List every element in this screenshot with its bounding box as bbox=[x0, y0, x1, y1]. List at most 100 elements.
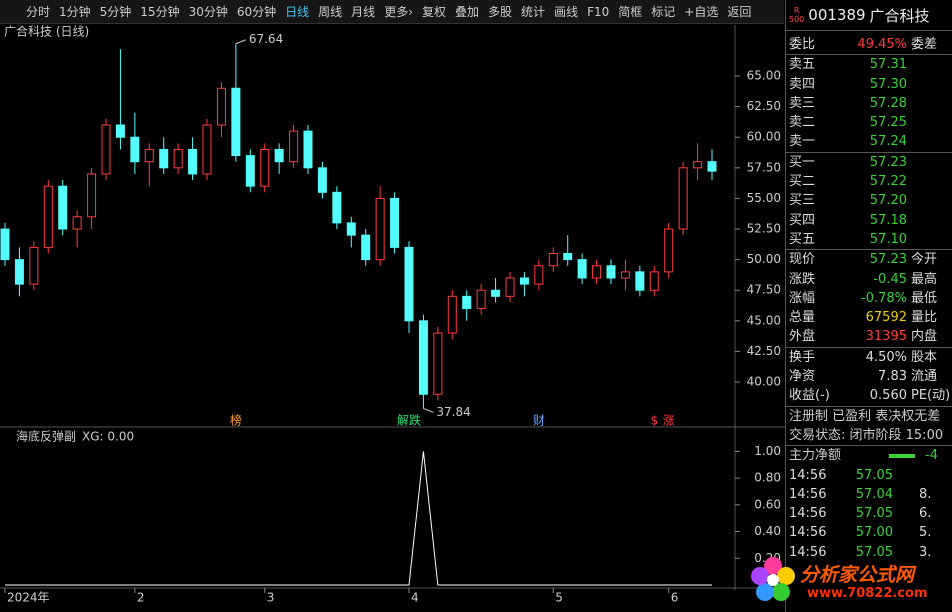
logo bbox=[751, 557, 795, 601]
stats-value: 67592 bbox=[865, 310, 907, 326]
tags-text: 注册制 已盈利 表决权无差 bbox=[789, 408, 941, 424]
candle-body bbox=[664, 228, 674, 273]
stats-label: 今开 bbox=[911, 252, 938, 268]
candle-body bbox=[476, 289, 486, 310]
candle-body bbox=[188, 148, 198, 175]
toolbar-item[interactable]: 60分钟 bbox=[236, 5, 277, 19]
book-row: 买二 57.22 bbox=[786, 172, 952, 191]
stock-name: 广合科技 bbox=[869, 6, 930, 25]
y-tick-label: 47.50 bbox=[747, 283, 781, 297]
flow-row: 主力净额 -4 bbox=[786, 445, 952, 465]
flow-value: -4 bbox=[925, 448, 938, 464]
candle-body bbox=[678, 167, 688, 230]
candle-body bbox=[144, 148, 154, 163]
candle-body bbox=[447, 295, 457, 334]
extreme-label: 37.84 bbox=[436, 405, 470, 419]
y-tick-label: 0.60 bbox=[754, 497, 781, 511]
y-tick-label: 45.00 bbox=[747, 313, 781, 327]
book-row: 卖四 57.30 bbox=[786, 75, 952, 94]
book-label: 卖一 bbox=[789, 134, 816, 150]
tick-price: 57.04 bbox=[855, 486, 893, 502]
candle-body bbox=[72, 216, 82, 230]
toolbar-item[interactable]: 30分钟 bbox=[188, 5, 228, 19]
toolbar-item[interactable]: 周线 bbox=[318, 5, 343, 19]
toolbar-item[interactable]: 统计 bbox=[521, 5, 546, 19]
tick-volume: 5. bbox=[919, 525, 932, 541]
stock-code: 001389 bbox=[808, 6, 866, 24]
watermark-url: www.70822.com bbox=[807, 586, 928, 601]
y-tick-label: 62.50 bbox=[747, 99, 781, 113]
toolbar-item[interactable]: 1分钟 bbox=[59, 5, 91, 19]
x-tick-label: 3 bbox=[267, 591, 275, 605]
tick-price: 57.00 bbox=[855, 525, 893, 541]
toolbar-item[interactable]: 返回 bbox=[727, 5, 752, 19]
toolbar-item[interactable]: 多股 bbox=[488, 5, 513, 19]
book-row: 买四 57.18 bbox=[786, 211, 952, 230]
candle-body bbox=[375, 197, 385, 261]
toolbar-item[interactable]: +自选 bbox=[684, 5, 719, 19]
toolbar-item[interactable]: 5分钟 bbox=[99, 5, 132, 19]
book-row: 卖一 57.24 bbox=[786, 132, 952, 151]
toolbar-item[interactable]: 叠加 bbox=[455, 5, 480, 19]
tick-row: 14:56 57.05 3. bbox=[786, 543, 952, 562]
candle-body bbox=[274, 148, 284, 163]
y-tick-label: 0.80 bbox=[754, 471, 781, 485]
candle-body bbox=[332, 191, 342, 224]
candle-body bbox=[707, 161, 717, 172]
book-price: 57.23 bbox=[869, 154, 907, 170]
book-price: 57.25 bbox=[869, 115, 907, 131]
toolbar-item[interactable]: 标记 bbox=[651, 5, 676, 19]
candle-body bbox=[534, 265, 544, 285]
indicator-title: 海底反弹副 bbox=[16, 429, 76, 444]
book-price: 57.18 bbox=[869, 212, 907, 228]
tick-time: 14:56 bbox=[789, 525, 827, 541]
candle-body bbox=[620, 271, 630, 279]
ticks: 14:56 57.05 14:56 57.04 8. 14:56 57.05 6. 14:56 5… bbox=[786, 466, 952, 562]
tick-row: 14:56 57.00 5. bbox=[786, 523, 952, 542]
candle-body bbox=[130, 136, 140, 163]
stats-row: 收益(-) 0.560 PE(动) bbox=[786, 386, 952, 405]
stats-value: 31395 bbox=[865, 329, 907, 345]
book-price: 57.20 bbox=[869, 193, 907, 209]
toolbar-item[interactable]: 日线 bbox=[285, 5, 310, 19]
stats-label: 流通 bbox=[911, 369, 938, 385]
toolbar-item[interactable]: 画线 bbox=[554, 5, 579, 19]
stats-label: 收益(-) bbox=[789, 388, 830, 404]
y-tick-label: 52.50 bbox=[747, 222, 781, 236]
y-tick-label: 0.40 bbox=[754, 524, 781, 538]
extreme-pointer bbox=[235, 39, 247, 45]
toolbar-item[interactable]: 月线 bbox=[351, 5, 376, 19]
book-row: 卖五 57.31 bbox=[786, 55, 952, 74]
candle-body bbox=[635, 271, 645, 291]
toolbar-item[interactable]: 分时 bbox=[26, 5, 51, 19]
candle-body bbox=[159, 148, 169, 169]
y-tick-label: 60.00 bbox=[747, 130, 781, 144]
book-row: 买三 57.20 bbox=[786, 191, 952, 210]
extreme-label: 67.64 bbox=[249, 32, 283, 46]
toolbar-item[interactable]: F10 bbox=[587, 4, 610, 19]
toolbar-item[interactable]: 复权 bbox=[422, 5, 447, 19]
tick-price: 57.05 bbox=[855, 506, 893, 522]
stats-value: 4.50% bbox=[865, 349, 907, 365]
y-tick-label: 40.00 bbox=[747, 375, 781, 389]
toolbar-item[interactable]: 简框 bbox=[618, 5, 643, 19]
y-tick-label: 65.00 bbox=[747, 69, 781, 83]
toolbar-item[interactable]: 15分钟 bbox=[140, 5, 180, 19]
event-marker: 财 bbox=[533, 414, 545, 428]
candle-body bbox=[260, 148, 270, 187]
stats-label: 外盘 bbox=[789, 329, 816, 345]
stats-row: 涨跌 -0.45 最高 bbox=[786, 270, 952, 289]
y-tick-label: 42.50 bbox=[747, 344, 781, 358]
stats-row: 总量 67592 量比 bbox=[786, 308, 952, 327]
tick-time: 14:56 bbox=[789, 506, 827, 522]
candle-body bbox=[289, 130, 299, 163]
tick-volume: 6. bbox=[919, 506, 932, 522]
candle-body bbox=[418, 320, 428, 395]
toolbar-item[interactable]: 更多› bbox=[384, 5, 413, 19]
event-marker: 解跌 bbox=[397, 413, 421, 428]
tags: 注册制 已盈利 表决权无差 bbox=[786, 405, 952, 426]
stats-row: 换手 4.50% 股本 bbox=[786, 346, 952, 367]
stats-label: 净资 bbox=[789, 369, 816, 385]
candle-body bbox=[317, 167, 327, 193]
y-tick-label: 55.00 bbox=[747, 191, 781, 205]
